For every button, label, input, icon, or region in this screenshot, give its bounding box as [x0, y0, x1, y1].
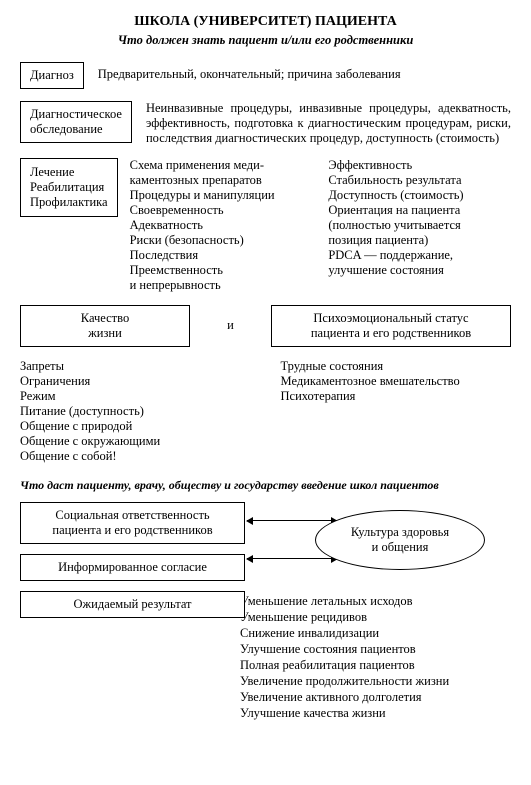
list-item: Преемственность	[130, 263, 313, 278]
list-item: Трудные состояния	[281, 359, 512, 374]
list-item: Питание (доступность)	[20, 404, 251, 419]
list-item: Ориентация на пациента	[328, 203, 511, 218]
qol-connector: и	[217, 318, 244, 333]
treatment-line3: Профилактика	[30, 195, 108, 210]
box1-line1: Социальная ответственность	[29, 508, 236, 523]
lists-left: Запреты Ограничения Режим Питание (досту…	[20, 359, 251, 464]
list-item: Риски (безопасность)	[130, 233, 313, 248]
expected-result-box: Ожидаемый результат	[20, 591, 245, 618]
list-item: PDCA — поддержание,	[328, 248, 511, 263]
list-item: улучшение состояния	[328, 263, 511, 278]
list-item: Ограничения	[20, 374, 251, 389]
qol-right-line2: пациента и его родственников	[286, 326, 496, 341]
diagnosis-row: Диагноз Предварительный, окончательный; …	[20, 62, 511, 89]
lists-right: Трудные состояния Медикаментозное вмешат…	[251, 359, 512, 464]
list-item: Увеличение активного долголетия	[240, 690, 511, 705]
list-item: Схема применения меди-	[130, 158, 313, 173]
treatment-line2: Реабилитация	[30, 180, 108, 195]
list-item: Медикаментозное вмешательство	[281, 374, 512, 389]
diagnostic-exam-desc: Неинвазивные процедуры, инвазивные проце…	[132, 101, 511, 146]
list-item: Доступность (стоимость)	[328, 188, 511, 203]
list-item: позиция пациента)	[328, 233, 511, 248]
treatment-right-col: Эффективность Стабильность результата До…	[320, 158, 511, 293]
diagnostic-exam-box: Диагностическое обследование	[20, 101, 132, 143]
results-list: Уменьшение летальных исходов Уменьшение …	[240, 594, 511, 721]
page-title: ШКОЛА (УНИВЕРСИТЕТ) ПАЦИЕНТА	[20, 14, 511, 31]
list-item: Улучшение состояния пациентов	[240, 642, 511, 657]
treatment-line1: Лечение	[30, 165, 108, 180]
list-item: Адекватность	[130, 218, 313, 233]
list-item: Эффективность	[328, 158, 511, 173]
qol-left-line1: Качество	[35, 311, 175, 326]
list-item: Стабильность результата	[328, 173, 511, 188]
qol-row: Качество жизни и Психоэмоциональный стат…	[20, 305, 511, 347]
list-item: Уменьшение рецидивов	[240, 610, 511, 625]
list-item: Запреты	[20, 359, 251, 374]
list-item: Полная реабилитация пациентов	[240, 658, 511, 673]
culture-ellipse: Культура здоровья и общения	[315, 510, 485, 570]
treatment-row: Лечение Реабилитация Профилактика Схема …	[20, 158, 511, 293]
list-item: Психотерапия	[281, 389, 512, 404]
list-item: и непрерывность	[130, 278, 313, 293]
list-item: Общение с собой!	[20, 449, 251, 464]
page-subtitle: Что должен знать пациент и/или его родст…	[20, 33, 511, 48]
list-item: Режим	[20, 389, 251, 404]
qol-left-line2: жизни	[35, 326, 175, 341]
treatment-box: Лечение Реабилитация Профилактика	[20, 158, 118, 217]
list-item: Своевременность	[130, 203, 313, 218]
diagnostic-exam-row: Диагностическое обследование Неинвазивны…	[20, 101, 511, 146]
qol-box-right: Психоэмоциональный статус пациента и его…	[271, 305, 511, 347]
bottom-diagram: Социальная ответственность пациента и ег…	[20, 502, 511, 721]
treatment-left-col: Схема применения меди- каментозных препа…	[130, 158, 321, 293]
ellipse-line1: Культура здоровья	[351, 525, 449, 540]
diagnostic-exam-line1: Диагностическое	[30, 107, 122, 122]
diagnostic-exam-line2: обследование	[30, 122, 122, 137]
list-item: Улучшение качества жизни	[240, 706, 511, 721]
arrow-2	[247, 558, 337, 559]
list-item: Общение с окружающими	[20, 434, 251, 449]
ellipse-line2: и общения	[351, 540, 449, 555]
diagnosis-box: Диагноз	[20, 62, 84, 89]
qol-right-line1: Психоэмоциональный статус	[286, 311, 496, 326]
list-item: Последствия	[130, 248, 313, 263]
section2-title: Что даст пациенту, врачу, обществу и гос…	[20, 478, 511, 492]
lists-row: Запреты Ограничения Режим Питание (досту…	[20, 359, 511, 464]
box1-line2: пациента и его родственников	[29, 523, 236, 538]
list-item: Снижение инвалидизации	[240, 626, 511, 641]
list-item: Процедуры и манипуляции	[130, 188, 313, 203]
list-item: (полностью учитывается	[328, 218, 511, 233]
qol-box-left: Качество жизни	[20, 305, 190, 347]
list-item: Увеличение продолжительности жизни	[240, 674, 511, 689]
list-item: Уменьшение летальных исходов	[240, 594, 511, 609]
informed-consent-box: Информированное согласие	[20, 554, 245, 581]
list-item: Общение с природой	[20, 419, 251, 434]
arrow-1	[247, 520, 337, 521]
social-responsibility-box: Социальная ответственность пациента и ег…	[20, 502, 245, 544]
list-item: каментозных препаратов	[130, 173, 313, 188]
diagnosis-desc: Предварительный, окончательный; причина …	[84, 62, 401, 82]
